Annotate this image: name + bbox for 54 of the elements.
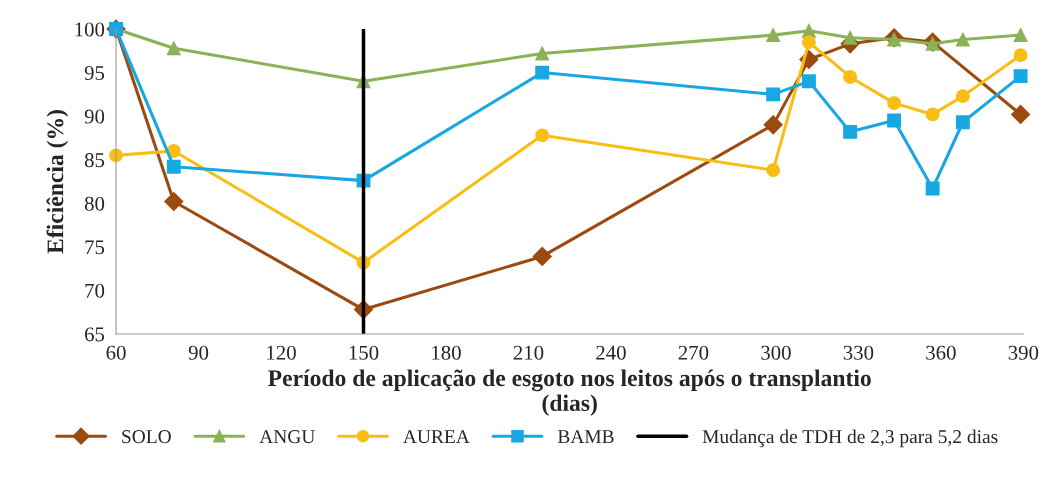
point bbox=[887, 96, 902, 111]
x-tick-label: 360 bbox=[926, 345, 956, 360]
point bbox=[887, 113, 902, 128]
x-tick-label: 210 bbox=[513, 345, 544, 360]
y-tick-label: 75 bbox=[85, 240, 105, 255]
point bbox=[801, 74, 816, 89]
point bbox=[766, 28, 781, 43]
x-tick-label: 90 bbox=[188, 345, 209, 360]
point bbox=[843, 30, 858, 45]
point bbox=[535, 65, 550, 80]
legend-label: ANGU bbox=[259, 430, 315, 444]
point bbox=[955, 115, 970, 130]
point bbox=[535, 46, 550, 61]
x-axis-title: Período de aplicação de esgoto nos leitos após o transplantio (dias) bbox=[268, 369, 871, 416]
point bbox=[532, 246, 552, 266]
y-tick-label: 85 bbox=[84, 153, 105, 168]
point bbox=[766, 163, 781, 178]
point bbox=[166, 41, 181, 56]
point bbox=[535, 128, 550, 143]
x-tick-label: 240 bbox=[596, 345, 626, 360]
point bbox=[1013, 69, 1028, 84]
x-tick-label: 120 bbox=[267, 345, 296, 360]
x-tick-label: 330 bbox=[843, 345, 874, 360]
y-tick-label: 100 bbox=[75, 22, 105, 37]
point bbox=[843, 70, 858, 84]
x-tick-label: 150 bbox=[349, 345, 379, 360]
point bbox=[766, 87, 781, 102]
x-tick-label: 180 bbox=[432, 345, 461, 360]
point bbox=[955, 32, 970, 47]
point bbox=[1013, 48, 1028, 63]
point bbox=[166, 159, 181, 174]
point bbox=[1011, 104, 1031, 124]
y-axis-title: Eficiência (%) bbox=[46, 110, 69, 254]
point bbox=[801, 35, 816, 50]
x-tick-label: 390 bbox=[1008, 345, 1039, 360]
legend-label: Mudança de TDH de 2,3 para 5,2 dias bbox=[702, 429, 998, 448]
y-tick-label: 65 bbox=[85, 327, 105, 342]
point bbox=[955, 89, 970, 104]
point bbox=[843, 124, 858, 139]
point bbox=[164, 192, 184, 212]
point bbox=[1013, 28, 1028, 43]
legend-label: AUREA bbox=[403, 430, 470, 444]
x-tick-label: 60 bbox=[106, 345, 126, 360]
point bbox=[925, 181, 940, 196]
y-tick-label: 70 bbox=[85, 283, 105, 298]
legend-label: SOLO bbox=[122, 430, 171, 444]
point bbox=[763, 115, 783, 135]
y-tick-label: 90 bbox=[84, 109, 105, 124]
point bbox=[925, 107, 940, 122]
x-tick-label: 270 bbox=[678, 345, 709, 360]
legend-label: BAMB bbox=[557, 430, 614, 444]
x-tick-label: 300 bbox=[761, 345, 791, 360]
y-tick-label: 95 bbox=[84, 66, 105, 81]
y-tick-label: 80 bbox=[84, 196, 105, 211]
